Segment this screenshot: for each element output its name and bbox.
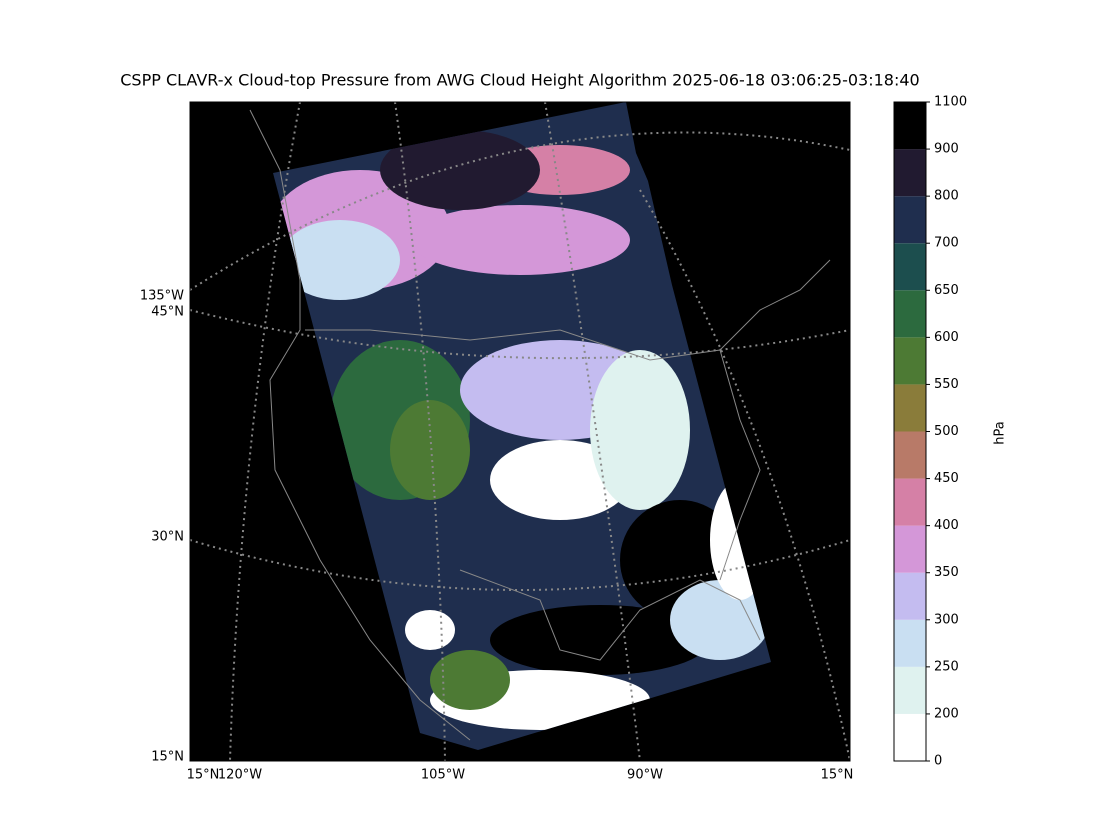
colorbar-label: hPa — [993, 421, 1008, 444]
colorbar-segment — [894, 525, 926, 573]
colorbar-segment — [894, 290, 926, 338]
colorbar-segment — [894, 478, 926, 526]
colorbar-segment — [894, 102, 926, 150]
map-frame — [189, 101, 851, 762]
graticule — [190, 102, 850, 761]
colorbar-segment — [894, 196, 926, 244]
longitude-label: 105°W — [421, 768, 465, 783]
longitude-label: 15°N — [187, 768, 220, 783]
colorbar-tick-label: 500 — [934, 424, 959, 439]
colorbar-tick-label: 650 — [934, 283, 959, 298]
longitude-label: 15°N — [821, 768, 854, 783]
colorbar-segment — [894, 149, 926, 197]
latitude-label: 135°W — [140, 289, 184, 304]
colorbar-segment — [894, 384, 926, 432]
colorbar-tick-label: 450 — [934, 471, 959, 486]
map — [190, 102, 850, 761]
colorbar-segment — [894, 713, 926, 761]
colorbar-tick-label: 350 — [934, 565, 959, 580]
latitude-label: 30°N — [151, 530, 184, 545]
colorbar-segment — [894, 619, 926, 667]
colorbar-tick-label: 200 — [934, 706, 959, 721]
colorbar-tick-label: 250 — [934, 659, 959, 674]
map-title: CSPP CLAVR-x Cloud-top Pressure from AWG… — [120, 71, 919, 90]
colorbar-segment — [894, 431, 926, 479]
colorbar-tick-label: 900 — [934, 142, 959, 157]
latitude-label: 15°N — [151, 750, 184, 765]
colorbar-segment — [894, 666, 926, 714]
colorbar-tick-label: 800 — [934, 189, 959, 204]
colorbar-tick-label: 400 — [934, 518, 959, 533]
colorbar-tick-label: 600 — [934, 330, 959, 345]
longitude-label: 90°W — [627, 768, 663, 783]
colorbar-tick-label: 550 — [934, 377, 959, 392]
colorbar-segment — [894, 572, 926, 620]
colorbar-tick-label: 0 — [934, 754, 942, 769]
colorbar-tick-label: 300 — [934, 612, 959, 627]
longitude-label: 120°W — [218, 768, 262, 783]
colorbar-tick-label: 700 — [934, 236, 959, 251]
latitude-label: 45°N — [151, 305, 184, 320]
colorbar-tick-label: 1100 — [934, 95, 967, 110]
colorbar-segment — [894, 337, 926, 385]
coastlines — [249, 109, 831, 741]
colorbar-segment — [894, 243, 926, 291]
